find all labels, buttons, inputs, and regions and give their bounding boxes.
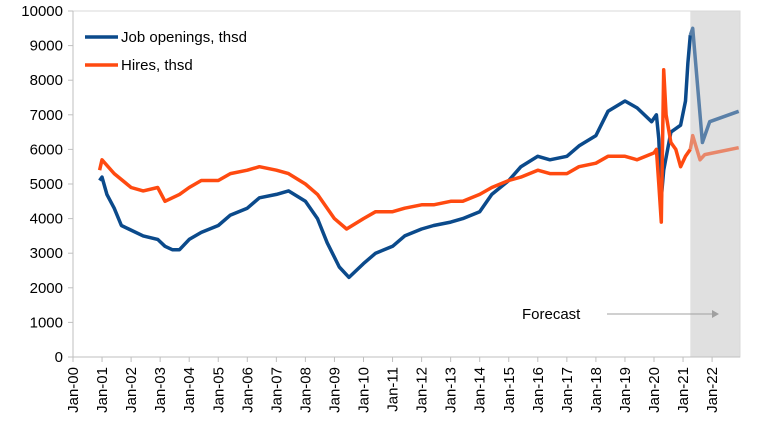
legend: Job openings, thsd Hires, thsd [85, 29, 247, 74]
x-tick-label: Jan-09 [326, 367, 343, 413]
series-lines [97, 26, 740, 280]
x-tick-label: Jan-20 [646, 367, 663, 413]
x-tick-label: Jan-03 [152, 367, 169, 413]
x-tick-label: Jan-04 [181, 367, 198, 413]
forecast-arrow-head-icon [712, 310, 719, 318]
x-tick-label: Jan-06 [239, 367, 256, 413]
x-tick-label: Jan-05 [210, 367, 227, 413]
x-tick-label: Jan-18 [588, 367, 605, 413]
y-tick-label: 1000 [30, 314, 63, 331]
x-tick-label: Jan-07 [268, 367, 285, 413]
x-tick-label: Jan-22 [704, 367, 721, 413]
x-tick-label: Jan-01 [94, 367, 111, 413]
x-tick-label: Jan-19 [617, 367, 634, 413]
y-tick-label: 10000 [21, 3, 63, 20]
legend-label-hires: Hires, thsd [121, 57, 193, 74]
x-tick-label: Jan-12 [414, 367, 431, 413]
x-tick-label: Jan-15 [501, 367, 518, 413]
x-axis: Jan-00 Jan-01 Jan-02 Jan-03 Jan-04 Jan-05 Jan-… [65, 356, 740, 413]
x-tick-label: Jan-14 [472, 367, 489, 413]
y-tick-label: 7000 [30, 107, 63, 124]
x-tick-label: Jan-00 [65, 367, 82, 413]
forecast-shade [690, 11, 740, 357]
forecast-label: Forecast [522, 306, 581, 323]
y-tick-label: 4000 [30, 211, 63, 228]
x-tick-label: Jan-10 [356, 367, 373, 413]
x-tick-label: Jan-08 [297, 367, 314, 413]
forecast-annotation: Forecast [522, 306, 719, 323]
x-tick-label: Jan-11 [385, 367, 402, 412]
x-tick-label: Jan-02 [123, 367, 140, 413]
y-tick-label: 6000 [30, 141, 63, 158]
series-line-job-openings [98, 35, 693, 280]
series-line-hires [97, 68, 692, 231]
y-tick-label: 5000 [30, 176, 63, 193]
legend-label-job-openings: Job openings, thsd [121, 29, 247, 46]
y-axis: 0 1000 2000 3000 4000 5000 6000 7000 8000 9000 100… [21, 3, 74, 366]
series-forecast-line-job-openings [688, 26, 740, 145]
series-forecast-line-hires [688, 133, 740, 162]
y-tick-label: 0 [55, 349, 63, 366]
y-tick-label: 8000 [30, 72, 63, 89]
x-tick-label: Jan-16 [530, 367, 547, 413]
y-tick-label: 9000 [30, 38, 63, 55]
y-tick-label: 3000 [30, 245, 63, 262]
x-tick-label: Jan-13 [443, 367, 460, 413]
x-tick-label: Jan-17 [559, 367, 576, 413]
x-tick-label: Jan-21 [675, 367, 692, 413]
y-tick-label: 2000 [30, 280, 63, 297]
